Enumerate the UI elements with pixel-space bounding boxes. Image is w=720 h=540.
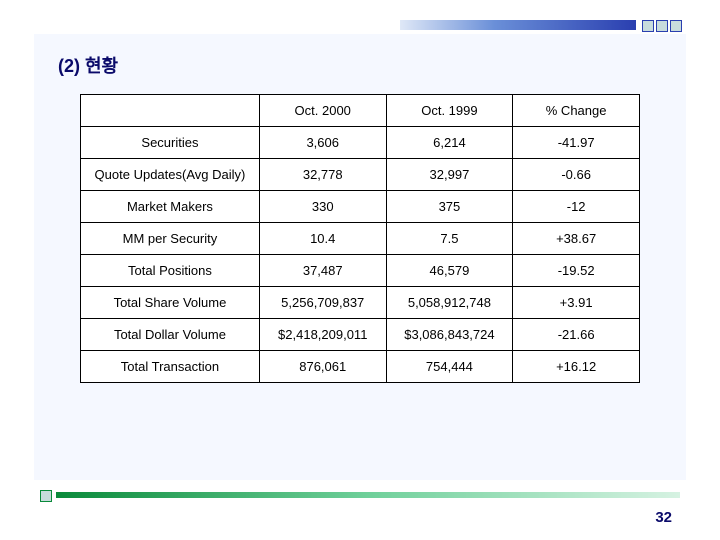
table-row: Total Transaction 876,061 754,444 +16.12 [81, 351, 640, 383]
table-row: MM per Security 10.4 7.5 +38.67 [81, 223, 640, 255]
bottom-accent-bar [40, 490, 680, 500]
table-row: Total Dollar Volume $2,418,209,011 $3,08… [81, 319, 640, 351]
cell: $3,086,843,724 [386, 319, 513, 351]
top-squares [642, 20, 680, 30]
data-table: Oct. 2000 Oct. 1999 % Change Securities … [80, 94, 640, 383]
bottom-gradient-bar [56, 492, 680, 498]
cell: +16.12 [513, 351, 640, 383]
cell: 3,606 [259, 127, 386, 159]
cell: -12 [513, 191, 640, 223]
row-label: Total Share Volume [81, 287, 260, 319]
cell: 32,778 [259, 159, 386, 191]
cell: 32,997 [386, 159, 513, 191]
decor-square-icon [656, 20, 666, 30]
cell: -0.66 [513, 159, 640, 191]
row-label: Quote Updates(Avg Daily) [81, 159, 260, 191]
table-row: Securities 3,606 6,214 -41.97 [81, 127, 640, 159]
page-number: 32 [655, 509, 672, 526]
cell: 37,487 [259, 255, 386, 287]
table-row: Total Positions 37,487 46,579 -19.52 [81, 255, 640, 287]
cell: 46,579 [386, 255, 513, 287]
table-row: Quote Updates(Avg Daily) 32,778 32,997 -… [81, 159, 640, 191]
row-label: Securities [81, 127, 260, 159]
row-label: MM per Security [81, 223, 260, 255]
cell: 10.4 [259, 223, 386, 255]
top-accent-bar [400, 18, 680, 32]
table-row: Total Share Volume 5,256,709,837 5,058,9… [81, 287, 640, 319]
decor-square-icon [670, 20, 680, 30]
table-header-row: Oct. 2000 Oct. 1999 % Change [81, 95, 640, 127]
col-header: Oct. 1999 [386, 95, 513, 127]
col-header: % Change [513, 95, 640, 127]
cell: +3.91 [513, 287, 640, 319]
slide-title: (2) 현황 [58, 52, 118, 78]
decor-square-icon [642, 20, 652, 30]
cell: 330 [259, 191, 386, 223]
data-table-wrap: Oct. 2000 Oct. 1999 % Change Securities … [80, 94, 640, 383]
cell: 6,214 [386, 127, 513, 159]
cell: 5,256,709,837 [259, 287, 386, 319]
cell: -19.52 [513, 255, 640, 287]
cell: 5,058,912,748 [386, 287, 513, 319]
cell: $2,418,209,011 [259, 319, 386, 351]
decor-square-icon [40, 490, 50, 500]
cell: 754,444 [386, 351, 513, 383]
slide: (2) 현황 Oct. 2000 Oct. 1999 % Change Secu… [0, 0, 720, 540]
cell: -21.66 [513, 319, 640, 351]
cell: 876,061 [259, 351, 386, 383]
cell: 7.5 [386, 223, 513, 255]
row-label: Total Dollar Volume [81, 319, 260, 351]
row-label: Total Positions [81, 255, 260, 287]
col-header: Oct. 2000 [259, 95, 386, 127]
cell: 375 [386, 191, 513, 223]
row-label: Total Transaction [81, 351, 260, 383]
col-header [81, 95, 260, 127]
cell: +38.67 [513, 223, 640, 255]
top-gradient-bar [400, 20, 636, 30]
row-label: Market Makers [81, 191, 260, 223]
cell: -41.97 [513, 127, 640, 159]
table-row: Market Makers 330 375 -12 [81, 191, 640, 223]
